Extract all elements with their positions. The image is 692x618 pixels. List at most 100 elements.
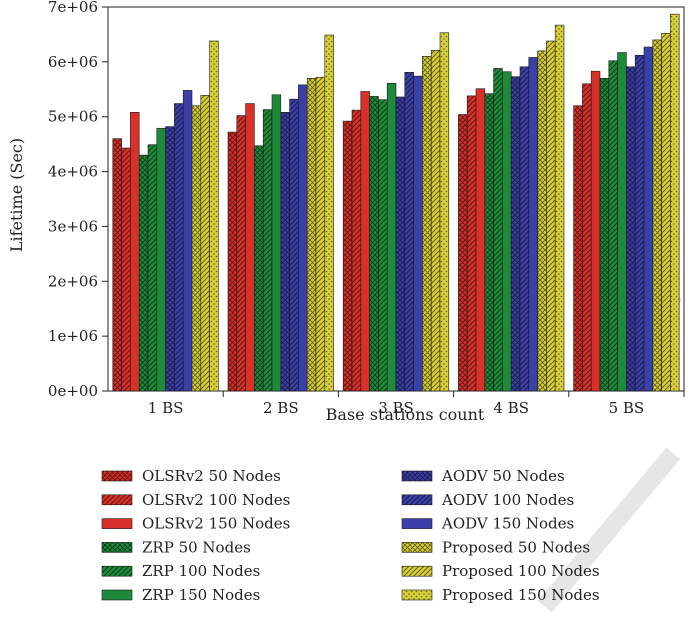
legend-swatch	[401, 589, 433, 601]
x-tick-label: 5 BS	[609, 399, 645, 417]
y-tick-label: 5e+06	[48, 108, 98, 126]
legend-label: Proposed 50 Nodes	[442, 538, 590, 556]
bar	[430, 50, 441, 392]
x-tick-label: 1 BS	[148, 399, 184, 417]
bar	[466, 95, 477, 392]
bar	[652, 39, 662, 392]
bar	[608, 60, 618, 392]
legend-label: ZRP 100 Nodes	[142, 562, 260, 580]
bar	[573, 105, 583, 392]
bar	[369, 96, 379, 392]
bar	[227, 131, 238, 392]
bar	[156, 127, 166, 392]
legend-label: OLSRv2 50 Nodes	[142, 467, 281, 485]
legend-swatch	[401, 518, 433, 529]
legend-label: AODV 50 Nodes	[441, 467, 565, 485]
legend-swatch	[101, 565, 133, 577]
legend-swatch	[401, 565, 433, 577]
bar	[546, 40, 556, 392]
bar	[130, 112, 140, 392]
y-axis-title: Lifetime (Sec)	[7, 138, 26, 252]
bar	[626, 66, 636, 392]
legend-swatch	[401, 494, 433, 506]
plot-area	[107, 6, 685, 392]
y-tick-label: 4e+06	[48, 163, 98, 181]
bar	[634, 54, 645, 392]
bar	[245, 103, 255, 392]
legend-label: AODV 100 Nodes	[441, 491, 574, 509]
bar	[315, 76, 326, 392]
bar	[147, 144, 158, 392]
bar	[254, 145, 264, 392]
bar	[360, 91, 370, 392]
bar	[378, 99, 388, 392]
bar	[582, 83, 592, 392]
bar	[422, 56, 432, 392]
bar	[395, 96, 406, 392]
bar	[191, 105, 202, 392]
bar	[484, 93, 494, 392]
y-tick-label: 6e+06	[48, 53, 98, 71]
bar	[342, 120, 353, 392]
legend-swatch	[101, 518, 133, 529]
legend-label: Proposed 150 Nodes	[442, 586, 600, 604]
bar	[475, 88, 486, 392]
legend-swatch	[101, 494, 133, 506]
bar	[590, 70, 601, 392]
bar	[519, 66, 530, 392]
bar	[165, 126, 175, 392]
bar	[458, 114, 468, 392]
bar	[121, 147, 131, 392]
y-tick-label: 1e+06	[48, 327, 98, 345]
bar	[670, 13, 680, 392]
bar	[271, 94, 282, 392]
legend: OLSRv2 50 Nodes OLSRv2 100 Nodes OLSRv2 15…	[101, 467, 600, 604]
bar	[404, 71, 414, 392]
legend-label: OLSRv2 150 Nodes	[142, 515, 290, 533]
bar	[599, 78, 610, 392]
x-tick-label: 2 BS	[263, 399, 299, 417]
bar	[298, 84, 308, 392]
legend-label: ZRP 150 Nodes	[142, 586, 260, 604]
x-axis-title: Base stations count	[326, 405, 485, 424]
legend-swatch	[401, 542, 433, 553]
bar	[262, 109, 273, 392]
bar	[236, 115, 246, 392]
x-axis: 1 BS 2 BS 3 BS 4 BS 5 BS	[148, 391, 685, 417]
legend-label: OLSRv2 100 Nodes	[142, 491, 290, 509]
x-tick-label: 3 BS	[378, 399, 414, 417]
legend-swatch	[101, 542, 133, 553]
legend-label: AODV 150 Nodes	[441, 515, 574, 533]
y-tick-label: 2e+06	[48, 272, 98, 290]
bar	[174, 103, 184, 392]
legend-swatch	[101, 470, 133, 482]
bar	[554, 24, 565, 392]
bar	[182, 90, 193, 392]
legend-swatch	[101, 589, 133, 601]
legend-label: Proposed 100 Nodes	[442, 562, 600, 580]
y-tick-label: 7e+06	[48, 0, 98, 16]
bar	[617, 52, 627, 392]
legend-label: ZRP 50 Nodes	[142, 538, 251, 556]
bar	[324, 34, 334, 392]
bar	[510, 76, 521, 392]
bar	[112, 138, 122, 392]
legend-swatch	[401, 470, 433, 482]
y-tick-label: 3e+06	[48, 217, 98, 235]
bar	[306, 78, 317, 392]
bar	[200, 95, 210, 392]
y-tick-label: 0e+00	[48, 382, 98, 400]
bar	[351, 109, 362, 392]
bar	[643, 46, 654, 392]
bar	[413, 75, 423, 392]
bar	[289, 98, 299, 392]
bar	[537, 50, 547, 392]
bar	[386, 82, 397, 392]
bar	[439, 32, 450, 392]
bar	[502, 71, 512, 392]
bar	[209, 40, 219, 392]
y-axis: 0e+00 1e+06 2e+06 3e+06 4e+06 5e+06 6e+06 7e+06	[48, 0, 108, 400]
bar	[493, 68, 503, 392]
bar	[661, 33, 671, 392]
